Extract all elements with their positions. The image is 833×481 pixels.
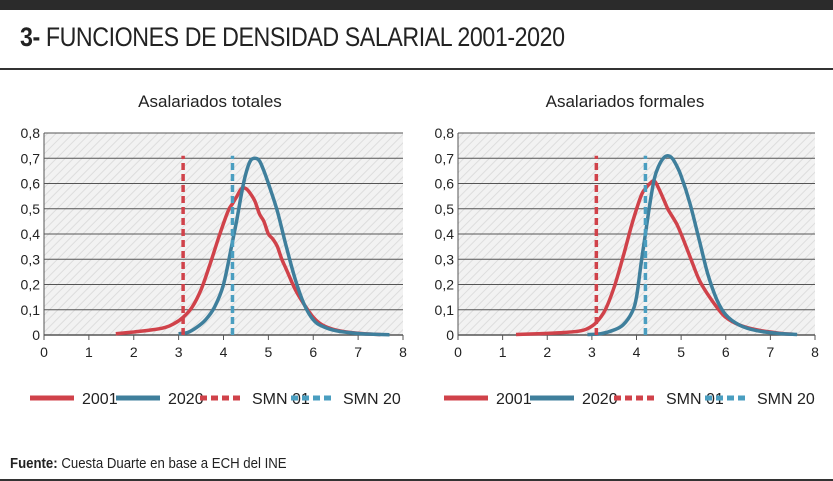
- chart2-y-tick-label: 0,7: [435, 150, 455, 166]
- chart1-y-tick-label: 0,1: [21, 302, 41, 318]
- chart2-y-tick-label: 0,4: [435, 226, 455, 242]
- chart2-y-tick-label: 0,5: [435, 201, 455, 217]
- footer-source: Fuente: Cuesta Duarte en base a ECH del …: [10, 455, 287, 472]
- chart2-title: Asalariados formales: [546, 92, 705, 111]
- chart2-series-2020: [587, 153, 798, 337]
- chart1-y-tick-label: 0,5: [21, 201, 41, 217]
- chart1-legend-label: 2001: [82, 391, 118, 408]
- chart2-y-tick-label: 0,8: [435, 125, 455, 141]
- chart2-y-tick-label: 0,1: [435, 302, 455, 318]
- title-text: FUNCIONES DE DENSIDAD SALARIAL 2001-2020: [45, 22, 565, 52]
- footer-label: Fuente:: [10, 455, 58, 472]
- chart1-y-tick-label: 0: [32, 327, 40, 343]
- chart2-series-2001: [515, 179, 793, 337]
- chart2-x-tick-label: 8: [811, 344, 819, 360]
- chart1-y-tick-label: 0,3: [21, 251, 41, 267]
- chart1-y-tick-label: 0,2: [21, 277, 41, 293]
- chart1-y-tick-label: 0,7: [21, 150, 41, 166]
- chart1-legend-label: SMN 01: [252, 391, 310, 408]
- chart2-y-tick-label: 0,2: [435, 277, 455, 293]
- footer-text: Cuesta Duarte en base a ECH del INE: [61, 455, 287, 472]
- chart1-y-tick-label: 0,4: [21, 226, 41, 242]
- chart2-x-tick-label: 6: [722, 344, 730, 360]
- chart2-x-tick-label: 4: [633, 344, 641, 360]
- chart1-x-tick-label: 6: [309, 344, 317, 360]
- title-divider: [0, 68, 833, 70]
- chart1-series-2020: [178, 156, 390, 337]
- chart1-title: Asalariados totales: [138, 92, 282, 111]
- charts-area: Asalariados totales 0 0,1 0,2 0,3 0,4 0,5 0,6 0,…: [21, 92, 820, 408]
- chart1-x-tick-label: 3: [175, 344, 183, 360]
- chart1-legend-label: 2020: [168, 391, 204, 408]
- chart2-x-tick-label: 0: [454, 344, 462, 360]
- chart2-x-tick-label: 7: [766, 344, 774, 360]
- chart1-y-tick-label: 0,6: [21, 176, 41, 192]
- chart1-x-tick-label: 4: [220, 344, 228, 360]
- chart1-x-tick-label: 5: [264, 344, 272, 360]
- chart1-x-tick-label: 1: [85, 344, 93, 360]
- chart2-y-tick-label: 0,6: [435, 176, 455, 192]
- chart2-y-tick-label: 0,3: [435, 251, 455, 267]
- bottom-divider: [0, 479, 833, 481]
- chart2-x-tick-label: 1: [499, 344, 507, 360]
- title-number: 3-: [20, 22, 40, 52]
- chart2-legend-label: SMN 01: [666, 391, 724, 408]
- chart1-y-tick-label: 0,8: [21, 125, 41, 141]
- top-bar: [0, 0, 833, 10]
- chart2-legend-label: SMN 20: [757, 391, 815, 408]
- chart2-x-tick-label: 3: [588, 344, 596, 360]
- chart2-legend-label: 2020: [582, 391, 618, 408]
- chart2-legend-label: 2001: [496, 391, 532, 408]
- chart1-x-tick-label: 0: [40, 344, 48, 360]
- chart1-legend-label: SMN 20: [343, 391, 401, 408]
- chart2-x-tick-label: 5: [677, 344, 685, 360]
- chart2-y-tick-label: 0: [446, 327, 454, 343]
- chart2-x-tick-label: 2: [543, 344, 551, 360]
- chart1-x-tick-label: 2: [130, 344, 138, 360]
- chart1-x-tick-label: 7: [354, 344, 362, 360]
- chart1-x-tick-label: 8: [399, 344, 407, 360]
- page-title: 3- FUNCIONES DE DENSIDAD SALARIAL 2001-2…: [20, 22, 565, 53]
